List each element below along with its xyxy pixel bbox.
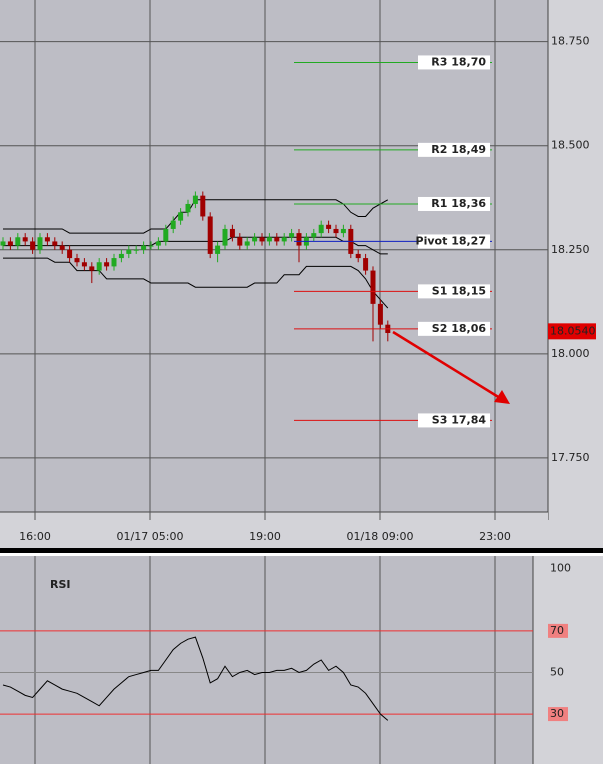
candle-body [81,262,87,267]
level-label-box [418,321,490,336]
candle-body [296,233,302,246]
candle-body [89,266,95,271]
y-tick-label: 18.750 [551,35,590,48]
candle-body [289,233,295,238]
arrow-head [494,390,510,404]
candle-body [252,237,258,242]
trend-arrow [392,330,501,400]
candle-body [185,203,191,213]
candle-body [111,258,117,267]
candle-body [52,241,58,246]
x-tick-label: 01/17 05:00 [117,530,184,543]
candle-body [244,241,250,246]
candle-body [141,245,147,250]
level-label: R1 18,36 [431,197,486,210]
candle-body [22,237,28,242]
candle-body [215,245,221,254]
candle-body [15,237,21,246]
level-label-box [418,142,490,157]
candle-body [259,237,265,242]
band-line [3,257,389,309]
candle-body [96,262,102,271]
level-label-box [418,284,490,299]
candle-body [148,245,154,247]
level-label: R2 18,49 [431,143,486,156]
x-tick-label: 19:00 [249,530,281,543]
candle-body [229,228,235,238]
level-label: S2 18,06 [432,322,487,335]
level-label-box [418,413,490,428]
candle-body [59,245,65,250]
x-tick-label: 01/18 09:00 [347,530,414,543]
candle-body [67,249,73,259]
candle-body [363,258,369,271]
level-label-box [418,234,490,249]
candle-body [340,228,346,234]
last-price-box [548,323,596,340]
candle-body [104,262,110,267]
y-tick-label: 18.250 [551,243,590,256]
rsi-pane [0,556,533,764]
candle-body [37,237,43,250]
candle-body [281,237,287,242]
candle-body [326,224,332,229]
x-tick-label: 16:00 [19,530,51,543]
candle-body [311,233,317,238]
level-label: S3 17,84 [432,413,487,426]
level-label: S1 18,15 [432,284,486,297]
level-label-box [418,196,490,211]
candle-body [74,258,80,263]
price-pane [0,0,548,512]
candle-body [44,237,50,242]
candle-body [178,212,184,221]
x-tick-label: 23:00 [479,530,511,543]
candle-body [222,228,228,246]
candle-body [266,237,272,242]
tick-label-bg [548,707,568,722]
candle-body [170,220,176,229]
candle-body [7,241,13,246]
candle-body [370,270,376,304]
candle-body [200,195,206,217]
level-label: Pivot 18,27 [416,234,486,247]
candle-body [318,224,324,234]
last-price-label: 18.0540 [550,324,596,337]
time-axis [0,512,548,548]
y-tick-label: 50 [550,665,564,678]
candle-body [274,237,280,242]
rsi-title: RSI [50,578,71,591]
candle-body [207,216,213,254]
level-label-box [418,55,490,70]
grid [0,0,548,764]
tick-label-bg [548,623,568,638]
candle-body [0,241,6,246]
candle-body [126,249,132,254]
candle-body [377,303,383,325]
y-tick-label: 18.000 [551,347,590,360]
candle-body [237,237,243,246]
y-tick-label: 18.500 [551,139,590,152]
candle-body [30,241,36,250]
candle-body [333,228,339,234]
marks [0,55,492,721]
candle-body [155,241,161,246]
candle-body [133,249,139,251]
y-tick-label: 30 [550,707,564,720]
y-tick-label: 70 [550,624,564,637]
price-axis [548,0,603,548]
candle-body [163,228,169,242]
candle-body [355,253,361,259]
pane-separator [0,548,603,553]
y-tick-label: 100 [550,561,571,574]
rsi-axis [533,556,603,764]
level-label: R3 18,70 [431,55,486,68]
candle-body [118,253,124,259]
rsi-line [2,636,389,721]
band-line [3,236,388,255]
y-tick-label: 17.750 [551,451,590,464]
candle-body [192,195,198,204]
